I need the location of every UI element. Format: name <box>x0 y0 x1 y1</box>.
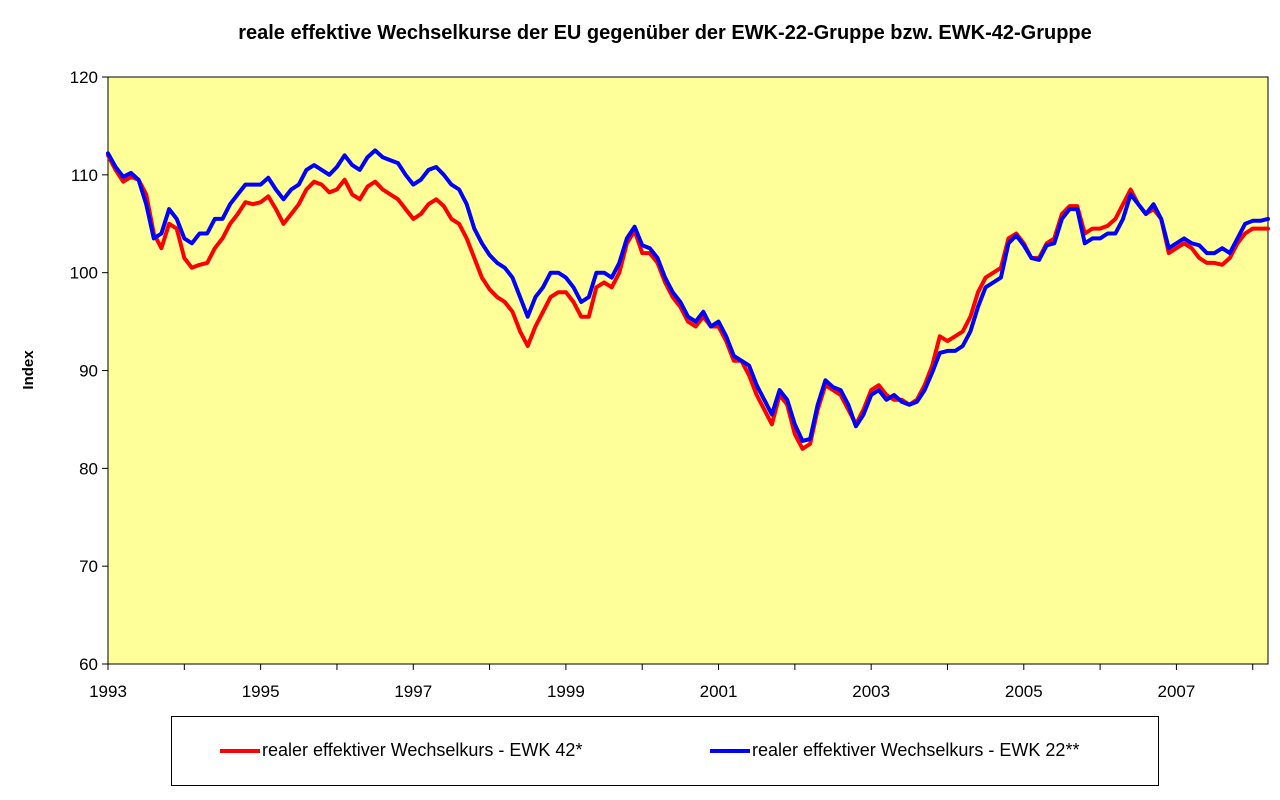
y-tick-label: 110 <box>71 166 98 185</box>
y-axis: 60 70 80 90 100 110 120 <box>70 68 108 674</box>
y-tick-label: 90 <box>79 362 98 381</box>
y-tick-label: 80 <box>79 459 98 478</box>
series-line-ewk42 <box>106 153 1270 451</box>
legend-item-ewk42: realer effektiver Wechselkurs - EWK 42* <box>220 740 582 761</box>
x-tick-label: 1999 <box>547 682 585 701</box>
x-tick-label: 2001 <box>700 682 738 701</box>
legend-swatch-ewk22 <box>710 748 750 753</box>
x-tick-label: 1993 <box>89 682 127 701</box>
chart-title: reale effektive Wechselkurse der EU gege… <box>238 22 1092 44</box>
x-tick-label: 2005 <box>1005 682 1043 701</box>
legend-label-ewk22: realer effektiver Wechselkurs - EWK 22** <box>752 740 1080 760</box>
x-tick-label: 2007 <box>1158 682 1196 701</box>
plot-area <box>107 76 1269 665</box>
x-axis: 1993 1995 1997 1999 2001 2003 2005 2007 <box>89 664 1254 701</box>
legend-label-ewk42: realer effektiver Wechselkurs - EWK 42* <box>262 740 583 760</box>
x-tick-label: 1995 <box>242 682 280 701</box>
y-tick-label: 120 <box>70 68 98 87</box>
x-tick-label: 1997 <box>394 682 432 701</box>
y-tick-label: 70 <box>79 557 98 576</box>
legend-item-ewk22: realer effektiver Wechselkurs - EWK 22** <box>710 740 1079 761</box>
x-tick-label: 2003 <box>852 682 890 701</box>
series-line-ewk22 <box>106 148 1270 443</box>
y-tick-label: 60 <box>79 655 98 674</box>
y-tick-label: 100 <box>70 264 98 283</box>
legend: realer effektiver Wechselkurs - EWK 42* … <box>171 716 1159 786</box>
series-lines <box>106 148 1270 451</box>
legend-swatch-ewk42 <box>220 748 260 753</box>
y-axis-label: Index <box>20 350 37 390</box>
